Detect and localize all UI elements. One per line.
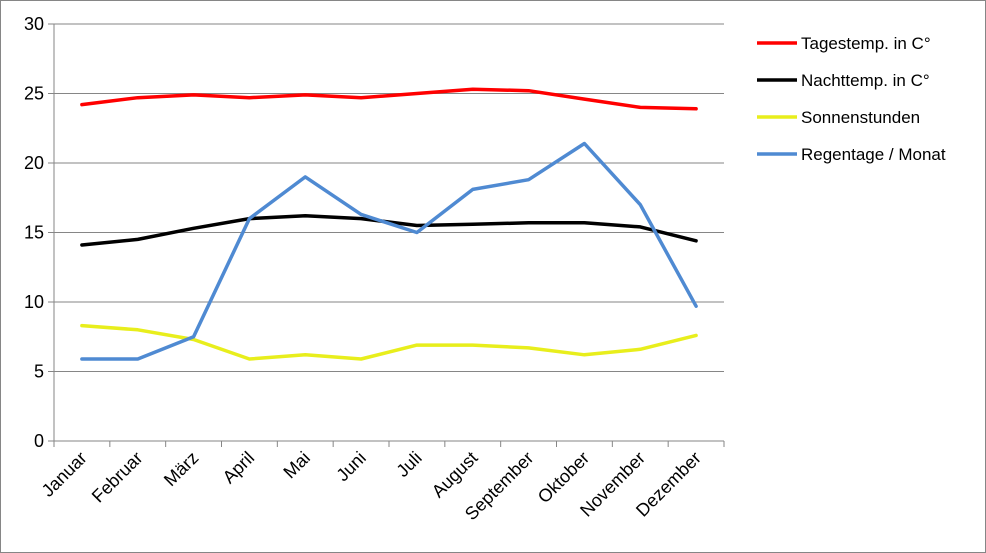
x-tick-label: Mai — [279, 448, 314, 483]
legend-label: Sonnenstunden — [801, 108, 920, 127]
legend: Tagestemp. in C° Nachttemp. in C° Sonnenst… — [757, 34, 946, 164]
gridlines — [48, 23, 724, 442]
y-tick-label: 10 — [24, 292, 44, 312]
x-tick-label: April — [219, 448, 259, 488]
x-tick-label: Januar — [38, 448, 91, 501]
legend-label: Tagestemp. in C° — [801, 34, 931, 53]
series-line-3 — [80, 141, 698, 361]
y-tick-label: 15 — [24, 223, 44, 243]
x-tick-label: Juni — [332, 448, 369, 485]
y-tick-label: 0 — [34, 431, 44, 451]
legend-label: Regentage / Monat — [801, 145, 946, 164]
x-tick-label: August — [428, 448, 482, 502]
x-tick-label: Juli — [393, 448, 426, 481]
y-axis-tick-labels: 0 5 10 15 20 25 30 — [24, 14, 44, 451]
series-line-1 — [80, 214, 698, 247]
y-tick-label: 25 — [24, 84, 44, 104]
y-tick-label: 20 — [24, 153, 44, 173]
x-tick-label: März — [160, 448, 202, 490]
series-line-2 — [80, 323, 698, 361]
x-tick-label: Februar — [88, 448, 147, 507]
series-lines — [80, 87, 698, 361]
legend-label: Nachttemp. in C° — [801, 71, 930, 90]
axes — [53, 24, 725, 447]
y-tick-label: 30 — [24, 14, 44, 34]
series-line-0 — [80, 87, 698, 111]
y-tick-label: 5 — [34, 362, 44, 382]
